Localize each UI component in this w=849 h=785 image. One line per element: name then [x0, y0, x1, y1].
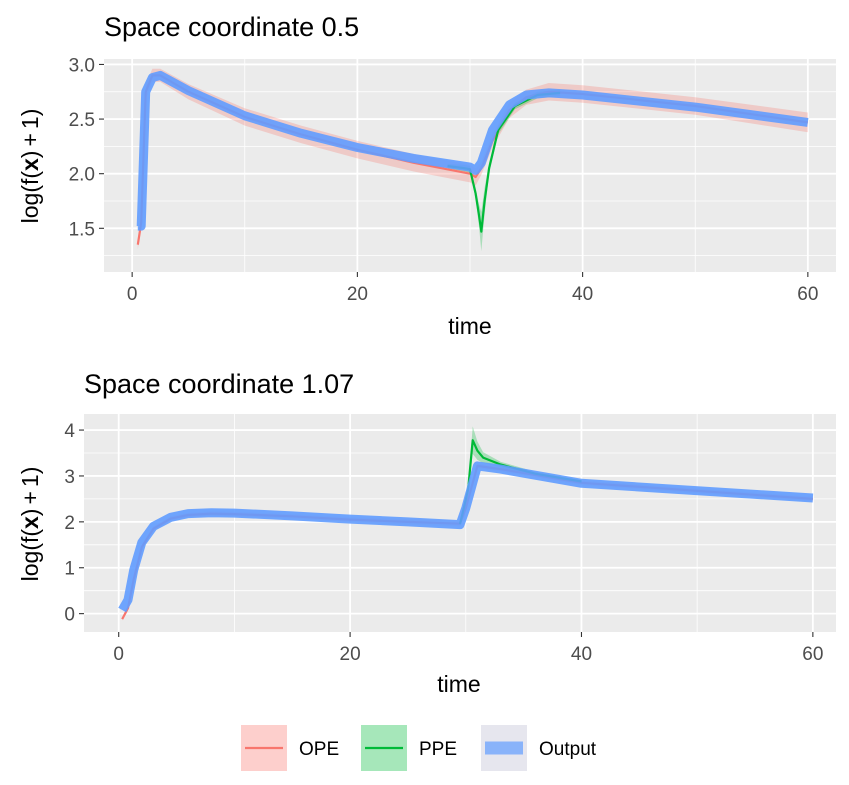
chart-panel-top: Space coordinate 0.5 0 20 40 60 1.5 2.0 2.5 3.0… [17, 12, 836, 339]
legend-label-ope: OPE [299, 739, 339, 760]
legend-label-ppe: PPE [419, 739, 457, 760]
x-tick-label: 20 [340, 644, 361, 665]
y-axis-label: log(f(x)+1) [17, 109, 43, 224]
series-layer [136, 68, 809, 252]
x-tick-label: 40 [571, 644, 592, 665]
chart-title: Space coordinate 1.07 [84, 369, 354, 399]
legend-label-output: Output [539, 739, 597, 760]
x-tick-label: 0 [127, 284, 138, 305]
y-tick-label: 1 [64, 559, 75, 580]
series-line-output [136, 70, 809, 231]
y-tick-label: 0 [64, 605, 75, 626]
gridlines [84, 414, 836, 632]
legend-item-ope: OPE [241, 725, 339, 771]
x-tick-label: 0 [113, 644, 124, 665]
legend: OPE PPE Output [241, 725, 597, 771]
y-tick-label: 2 [64, 513, 75, 534]
gridlines [104, 59, 836, 272]
x-tick-label: 60 [802, 644, 823, 665]
y-axis-label: log(f(x)+1) [17, 467, 43, 582]
series-line-output [118, 461, 814, 613]
x-tick-label: 40 [572, 284, 593, 305]
chart-title: Space coordinate 0.5 [104, 12, 359, 42]
legend-item-ppe: PPE [361, 725, 457, 771]
y-tick-label: 3 [64, 467, 75, 488]
axis-ticks: 0 20 40 60 0 1 2 3 4 [64, 421, 823, 665]
x-tick-label: 60 [797, 284, 818, 305]
y-tick-label: 3.0 [69, 55, 95, 76]
x-axis-label: time [448, 313, 491, 339]
legend-item-output: Output [481, 725, 597, 771]
y-tick-label: 4 [64, 421, 75, 442]
y-tick-label: 2.0 [69, 165, 95, 186]
y-tick-label: 1.5 [69, 219, 95, 240]
x-tick-label: 20 [347, 284, 368, 305]
y-tick-label: 2.5 [69, 110, 95, 131]
series-layer [118, 426, 814, 621]
x-axis-label: time [437, 671, 480, 697]
axis-ticks: 0 20 40 60 1.5 2.0 2.5 3.0 [69, 55, 819, 305]
